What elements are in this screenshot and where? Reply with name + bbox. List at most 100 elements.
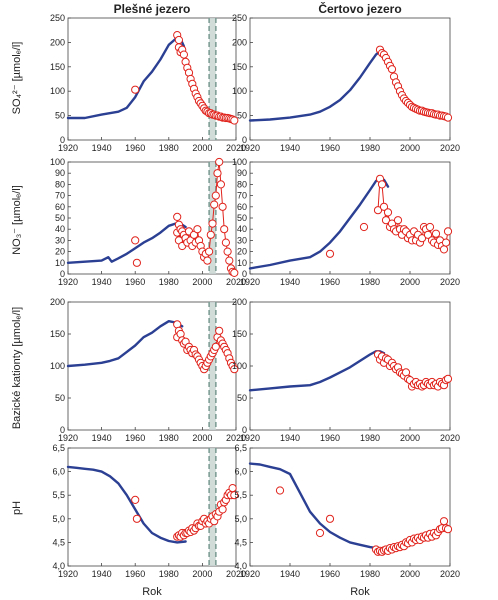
panel-8: 1920 1940 1960 1980 2000 2020 4,0 4,5 5,0 5,5 6,0 6… — [234, 443, 460, 579]
xlabel-right: Rok — [350, 586, 370, 598]
panel-6-xtick-label: 1960 — [320, 433, 340, 443]
panel-8-xtick-label: 1940 — [280, 569, 300, 579]
panel-2-xtick-label: 2020 — [440, 143, 460, 153]
panel-2-ytick-label: 150 — [232, 62, 247, 72]
panel-3-xtick-label: 1960 — [125, 277, 145, 287]
panel-3-observed-point — [223, 247, 232, 256]
panel-1-observed-point — [131, 85, 140, 94]
panel-3-ytick-label: 0 — [60, 269, 65, 279]
panel-4-observed-point — [425, 222, 435, 232]
panel-3-observed-point — [218, 202, 227, 211]
panel-3-observed-point — [131, 236, 140, 245]
panel-3-observed-point — [173, 212, 182, 221]
panel-1-ytick-label: 50 — [55, 111, 65, 121]
panel-4-xtick-label: 1960 — [320, 277, 340, 287]
panel-8-xtick-label: 1920 — [240, 569, 260, 579]
panel-5-ytick-label: 0 — [60, 425, 65, 435]
panel-4-ytick-label: 80 — [237, 179, 247, 189]
panel-6-ytick-label: 0 — [242, 425, 247, 435]
panel-4-observed-point — [325, 249, 335, 258]
panel-4-xtick-label: 1940 — [280, 277, 300, 287]
panel-3-observed-point — [132, 258, 141, 267]
panel-3-observed-point — [210, 200, 219, 209]
panel-3-xtick-label: 1920 — [58, 277, 78, 287]
panel-3-ytick-label: 40 — [55, 224, 65, 234]
panel-1-ytick-label: 0 — [60, 135, 65, 145]
panel-4-xtick-label: 2020 — [440, 277, 460, 287]
panel-5-ytick-label: 150 — [50, 329, 65, 339]
panel-8-observed-point — [443, 525, 453, 534]
panel-4-observed-point — [379, 202, 389, 211]
panel-6-ytick-label: 50 — [237, 393, 247, 403]
panel-2-ytick-label: 200 — [232, 37, 247, 47]
panel-2-frame — [249, 17, 451, 141]
panel-5-model-line — [66, 320, 184, 368]
panel-4-ytick-label: 10 — [237, 258, 247, 268]
panel-5-xtick-label: 1980 — [159, 433, 179, 443]
panel-1-xtick-label: 1980 — [159, 143, 179, 153]
panel-4-observed-point — [423, 230, 433, 239]
panel-8-observed-point — [315, 528, 325, 538]
panel-7-xtick-label: 1920 — [58, 569, 78, 579]
panel-8-ytick-label: 5,5 — [234, 490, 247, 500]
panel-3-observed-point — [221, 238, 230, 247]
panel-4-observed-point — [441, 238, 451, 247]
panel-3-model-line — [66, 222, 187, 264]
panel-7-model-line — [66, 465, 187, 544]
panel-2-observed-point — [387, 65, 397, 74]
panel-1-ytick-label: 250 — [50, 13, 65, 23]
panel-3: 1920 1940 1960 1980 2000 20200102030405060708… — [50, 157, 246, 287]
panel-5-xtick-label: 1960 — [125, 433, 145, 443]
panel-3-ytick-label: 50 — [55, 213, 65, 223]
panel-5-ytick-label: 200 — [50, 297, 65, 307]
ylabel-so4: SO₄²⁻ [µmolₑ/l] — [11, 42, 23, 115]
panel-4-ytick-label: 70 — [237, 191, 247, 201]
panel-4-observed-point — [431, 229, 441, 238]
panel-8-observed-point — [275, 486, 285, 495]
panel-1-band — [209, 18, 216, 140]
panel-8-ytick-label: 6,5 — [234, 443, 247, 453]
panel-5-ytick-label: 50 — [55, 393, 65, 403]
panel-3-ytick-label: 20 — [55, 247, 65, 257]
panel-3-ytick-label: 70 — [55, 191, 65, 201]
panel-1-xtick-label: 1940 — [92, 143, 112, 153]
panel-5-xtick-label: 2000 — [192, 433, 212, 443]
panel-3-ytick-label: 10 — [55, 258, 65, 268]
panel-6-ytick-label: 150 — [232, 329, 247, 339]
panel-3-observed-point — [208, 219, 217, 228]
panel-4-ytick-label: 100 — [232, 157, 247, 167]
panel-4-ytick-label: 50 — [237, 213, 247, 223]
panel-7-xtick-label: 1980 — [159, 569, 179, 579]
ylabel-no3: NO₃⁻ [µmolₑ/l] — [11, 185, 23, 255]
panel-5-xtick-label: 1940 — [92, 433, 112, 443]
panel-3-ytick-label: 30 — [55, 235, 65, 245]
panel-3-observed-point — [213, 169, 222, 178]
panel-2-ytick-label: 50 — [237, 111, 247, 121]
panel-6-xtick-label: 1940 — [280, 433, 300, 443]
panel-4-observed-point — [417, 234, 427, 243]
panel-1-observed-point — [174, 35, 183, 45]
panel-2-ytick-label: 0 — [242, 135, 247, 145]
panel-3-ytick-label: 100 — [50, 157, 65, 167]
panel-7-observed-point — [132, 514, 141, 523]
panel-6-xtick-label: 1980 — [360, 433, 380, 443]
panel-6-ytick-label: 100 — [232, 361, 247, 371]
panel-7-band — [209, 448, 216, 566]
panel-4-ytick-label: 60 — [237, 202, 247, 212]
panel-6-observed-point — [443, 374, 453, 383]
xlabel-left: Rok — [142, 586, 162, 598]
panel-8-xtick-label: 1980 — [360, 569, 380, 579]
column-title-left: Plešné jezero — [114, 2, 191, 16]
panel-7-ytick-label: 5,0 — [52, 514, 65, 524]
panel-2-observed-point — [443, 113, 453, 122]
panel-5-band — [209, 302, 216, 430]
panel-2-xtick-label: 1980 — [360, 143, 380, 153]
panel-3-ytick-label: 80 — [55, 179, 65, 189]
panel-6-xtick-label: 1920 — [240, 433, 260, 443]
panel-2-xtick-label: 1940 — [280, 143, 300, 153]
panel-4-observed-point — [377, 180, 387, 189]
panel-7-xtick-label: 1940 — [92, 569, 112, 579]
panel-6-xtick-label: 2020 — [440, 433, 460, 443]
